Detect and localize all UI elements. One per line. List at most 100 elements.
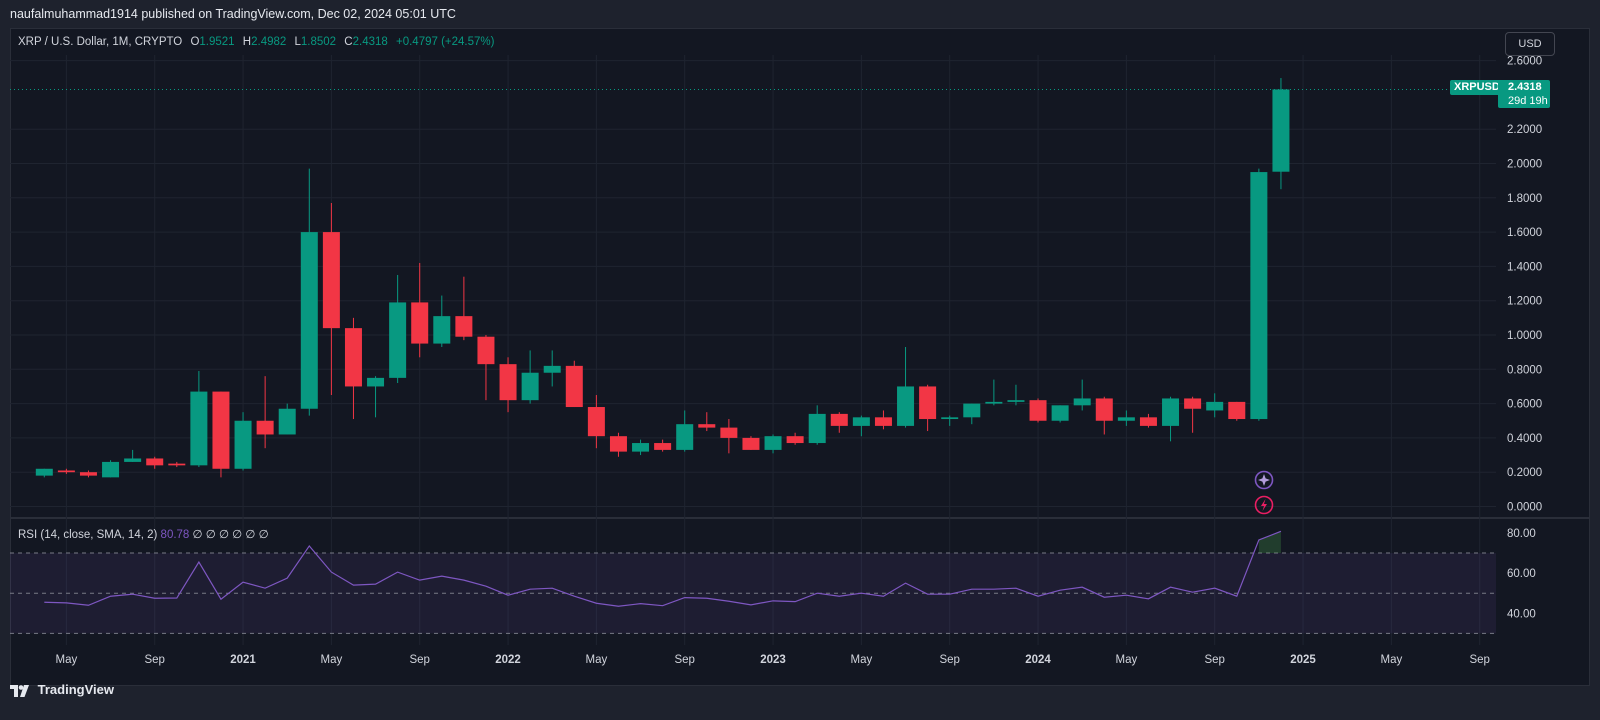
- candle[interactable]: [698, 412, 716, 432]
- candle[interactable]: [477, 335, 495, 401]
- close-key: C: [344, 36, 353, 48]
- candle[interactable]: [102, 460, 120, 478]
- candle[interactable]: [389, 274, 407, 384]
- candle[interactable]: [1162, 396, 1180, 442]
- last-price-value: 2.4318: [1508, 81, 1542, 93]
- candle[interactable]: [124, 449, 142, 462]
- candle[interactable]: [433, 295, 451, 348]
- candle[interactable]: [455, 276, 473, 341]
- candle[interactable]: [808, 405, 826, 445]
- candle-body: [35, 468, 53, 476]
- price-axis-label: 2.0000: [1507, 159, 1542, 171]
- candle[interactable]: [1272, 78, 1290, 190]
- candle[interactable]: [897, 347, 915, 428]
- time-axis-label: Sep: [1204, 654, 1224, 666]
- candle-body: [57, 470, 75, 473]
- candle[interactable]: [367, 376, 385, 418]
- time-axis-label: 2025: [1290, 654, 1316, 666]
- open-key: O: [190, 36, 200, 48]
- symbol-legend[interactable]: XRP / U.S. Dollar, 1M, CRYPTO O1.9521 H2…: [18, 36, 494, 48]
- candle[interactable]: [609, 432, 627, 457]
- candle[interactable]: [742, 436, 760, 450]
- candle-body: [632, 443, 650, 452]
- candle[interactable]: [919, 384, 937, 432]
- candle[interactable]: [322, 202, 340, 396]
- candle[interactable]: [543, 350, 561, 387]
- candle[interactable]: [146, 456, 164, 469]
- candle[interactable]: [278, 403, 296, 435]
- candle[interactable]: [1029, 398, 1047, 423]
- candle[interactable]: [234, 412, 252, 471]
- price-axis-label: 1.2000: [1507, 296, 1542, 308]
- candle[interactable]: [1139, 413, 1157, 428]
- candle[interactable]: [1007, 384, 1025, 406]
- candle-body: [146, 458, 164, 466]
- low-value: 1.8502: [300, 36, 337, 48]
- candle[interactable]: [852, 415, 870, 437]
- candle-body: [1139, 417, 1157, 426]
- candle[interactable]: [300, 168, 318, 416]
- candle[interactable]: [587, 395, 605, 449]
- price-axis-label: 0.2000: [1507, 467, 1542, 479]
- candle[interactable]: [57, 468, 75, 474]
- candle[interactable]: [874, 410, 892, 430]
- candle[interactable]: [720, 419, 738, 454]
- price-axis-label: 0.0000: [1507, 502, 1542, 514]
- candle[interactable]: [985, 379, 1003, 406]
- candle[interactable]: [1228, 401, 1246, 421]
- candle[interactable]: [941, 415, 959, 426]
- rsi-legend[interactable]: RSI (14, close, SMA, 14, 2) 80.78 ∅ ∅ ∅ …: [18, 527, 269, 541]
- time-axis-label: Sep: [939, 654, 959, 666]
- rsi-axis-label: 80.00: [1507, 528, 1536, 540]
- time-axis-label: Sep: [409, 654, 429, 666]
- candle[interactable]: [764, 434, 782, 454]
- candle[interactable]: [212, 391, 230, 478]
- candle-body: [565, 365, 583, 408]
- time-axis-label: May: [1380, 654, 1402, 666]
- candle[interactable]: [963, 403, 981, 425]
- candle-body: [256, 420, 274, 435]
- candle[interactable]: [499, 357, 517, 413]
- time-axis-label: 2021: [230, 654, 256, 666]
- chart-area[interactable]: [10, 28, 1590, 686]
- time-axis-label: Sep: [1469, 654, 1489, 666]
- candle[interactable]: [676, 410, 694, 452]
- rsi-axis-label: 60.00: [1507, 568, 1536, 580]
- candle[interactable]: [79, 470, 97, 478]
- candle[interactable]: [1073, 379, 1091, 411]
- candle[interactable]: [1250, 168, 1268, 421]
- candle-body: [1095, 398, 1113, 421]
- candle[interactable]: [256, 376, 274, 449]
- low-key: L: [294, 36, 301, 48]
- candle[interactable]: [654, 439, 672, 452]
- candle-body: [1117, 417, 1135, 421]
- candle[interactable]: [168, 461, 186, 468]
- candle[interactable]: [411, 262, 429, 358]
- candle-body: [168, 463, 186, 466]
- candle-body: [521, 372, 539, 401]
- currency-button[interactable]: USD: [1505, 32, 1555, 56]
- candle-body: [830, 413, 848, 426]
- sparkle-icon[interactable]: [1254, 470, 1274, 490]
- candle[interactable]: [1184, 396, 1202, 433]
- lightning-icon[interactable]: [1254, 495, 1274, 515]
- candle[interactable]: [1117, 410, 1135, 426]
- candle[interactable]: [565, 360, 583, 408]
- candle[interactable]: [1095, 396, 1113, 435]
- candle[interactable]: [35, 468, 53, 478]
- candle[interactable]: [786, 432, 804, 445]
- candle[interactable]: [632, 439, 650, 456]
- candle-body: [124, 458, 142, 462]
- price-axis-label: 1.4000: [1507, 261, 1542, 273]
- candle[interactable]: [1051, 405, 1069, 423]
- candle[interactable]: [344, 317, 362, 420]
- candle-body: [742, 437, 760, 450]
- footer-brand[interactable]: TradingView: [10, 682, 114, 698]
- candle[interactable]: [521, 350, 539, 404]
- candle[interactable]: [1206, 393, 1224, 418]
- price-axis-label: 1.8000: [1507, 193, 1542, 205]
- candle-body: [985, 401, 1003, 404]
- candle[interactable]: [830, 412, 848, 433]
- candle[interactable]: [190, 371, 208, 468]
